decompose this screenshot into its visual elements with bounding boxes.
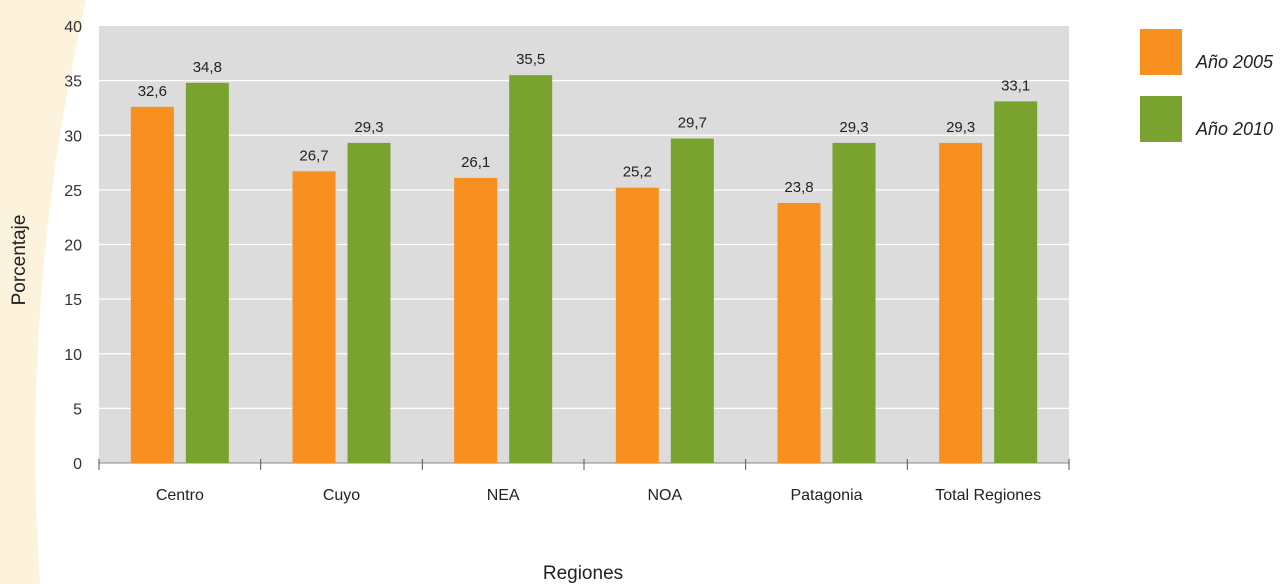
bar — [615, 187, 659, 463]
bar — [509, 75, 553, 463]
y-tick-label: 40 — [64, 19, 82, 36]
data-label: 32,6 — [138, 83, 167, 100]
y-tick-label: 10 — [64, 347, 82, 364]
data-label: 26,1 — [461, 154, 490, 171]
y-tick-label: 25 — [64, 183, 82, 200]
y-tick-label: 15 — [64, 292, 82, 309]
bar — [939, 142, 983, 463]
data-label: 29,3 — [839, 119, 868, 136]
bar — [832, 142, 876, 463]
data-label: 26,7 — [299, 147, 328, 164]
legend-swatch — [1140, 96, 1182, 142]
bar — [130, 106, 174, 463]
data-label: 23,8 — [784, 179, 813, 196]
data-label: 29,3 — [354, 119, 383, 136]
bar — [185, 82, 229, 463]
y-tick-label: 0 — [73, 456, 82, 473]
category-labels: Centro Cuyo NEA NOA Patagonia Total Regiones — [156, 487, 1041, 504]
y-tick-label: 5 — [73, 401, 82, 418]
y-axis-ticks: 0 5 10 15 20 25 30 35 40 — [64, 19, 82, 473]
data-label: 29,7 — [678, 115, 707, 132]
legend-swatch — [1140, 29, 1182, 75]
category-label: Total Regiones — [935, 487, 1041, 504]
data-label: 25,2 — [623, 164, 652, 181]
legend: Año 2005 Año 2010 — [1140, 29, 1274, 142]
bar — [347, 142, 391, 463]
legend-label: Año 2010 — [1195, 119, 1273, 139]
x-axis-tick-marks — [98, 459, 1070, 470]
category-label: Centro — [156, 487, 204, 504]
y-tick-label: 35 — [64, 74, 82, 91]
bar — [292, 171, 336, 464]
bar — [670, 138, 714, 463]
data-label: 29,3 — [946, 119, 975, 136]
data-label: 33,1 — [1001, 77, 1030, 94]
bar — [777, 202, 821, 464]
legend-label: Año 2005 — [1195, 52, 1274, 72]
category-label: NOA — [647, 487, 682, 504]
data-label: 34,8 — [193, 59, 222, 76]
bar — [994, 101, 1038, 463]
data-label: 35,5 — [516, 51, 545, 68]
bar — [454, 177, 498, 464]
value-labels: 32,6 34,8 26,7 29,3 26,1 35,5 25,2 29,7 23,8 29,3… — [138, 51, 1031, 196]
gridlines — [99, 80, 1069, 409]
y-tick-label: 20 — [64, 238, 82, 255]
y-axis-title: Porcentaje — [9, 215, 30, 306]
category-label: Cuyo — [323, 487, 360, 504]
x-axis-title: Regiones — [543, 563, 623, 584]
y-tick-label: 30 — [64, 128, 82, 145]
category-label: NEA — [487, 487, 520, 504]
bars — [130, 75, 1038, 464]
category-label: Patagonia — [790, 487, 862, 504]
